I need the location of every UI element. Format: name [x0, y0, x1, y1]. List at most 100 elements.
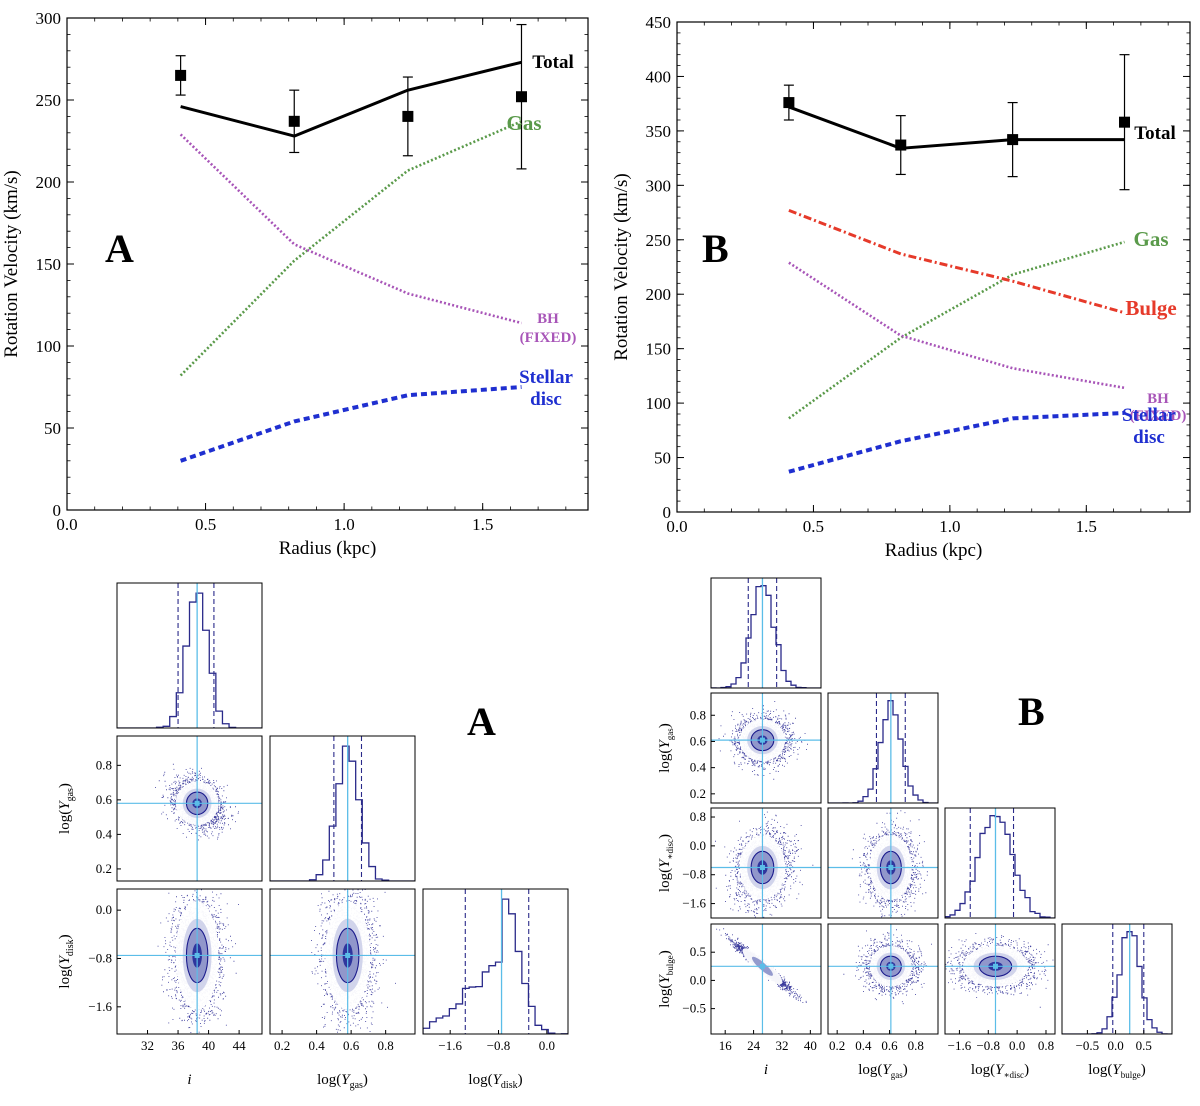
y-tick-label: 0.0 — [96, 902, 112, 917]
histogram-steps — [270, 745, 415, 881]
series-label: BH — [537, 311, 559, 327]
density-panel: 0.2 0.4 0.6 0.8 — [690, 692, 822, 804]
histogram-steps — [423, 898, 568, 1034]
y-axis-label: log(Ygas) — [57, 783, 76, 834]
y-tick-label: 300 — [646, 176, 672, 195]
y-tick-label: 0.2 — [690, 786, 706, 801]
series-line-bulge — [788, 208, 1125, 315]
x-tick-label: 40 — [804, 1038, 817, 1053]
x-tick-label: 1.5 — [472, 515, 493, 534]
data-point — [515, 91, 527, 103]
panel-content — [828, 924, 938, 1034]
y-axis-label: Rotation Velocity (km/s) — [1, 170, 22, 358]
x-tick-label: 32 — [141, 1038, 154, 1053]
y-tick-label: 100 — [646, 394, 672, 413]
x-tick-label: 1.0 — [334, 515, 355, 534]
y-tick-label: 150 — [646, 340, 672, 359]
y-tick-label: 50 — [44, 419, 61, 438]
x-tick-label: 16 — [719, 1038, 733, 1053]
y-tick-label: 350 — [646, 122, 672, 141]
panel-frame — [422, 888, 569, 1035]
series-label: Stellar — [519, 367, 573, 388]
series-line-gas — [788, 240, 1125, 420]
series-line-stellar-disc — [788, 410, 1125, 474]
y-tick-label: 0.5 — [690, 944, 706, 959]
x-tick-label: −0.8 — [487, 1038, 511, 1053]
series-label: BH — [1147, 391, 1169, 407]
data-point — [1007, 134, 1019, 146]
panel-frame — [944, 923, 1056, 1035]
y-tick-label: 0 — [53, 501, 62, 520]
histogram-steps — [117, 592, 262, 728]
panel-content — [711, 578, 821, 688]
x-tick-label: −1.6 — [438, 1038, 462, 1053]
x-axis-label: log(Ybulge) — [1088, 1062, 1146, 1080]
y-tick-label: 50 — [654, 449, 671, 468]
truth-marker — [759, 737, 765, 743]
x-tick-label: 0.0 — [539, 1038, 555, 1053]
panel-content — [117, 736, 262, 881]
series-line-bh-fixed- — [788, 261, 1125, 390]
y-tick-label: 450 — [646, 13, 672, 32]
y-tick-label: 0.6 — [96, 792, 113, 807]
histogram-panel — [116, 582, 263, 729]
panel-content — [1062, 924, 1172, 1034]
y-tick-label: 300 — [36, 9, 62, 28]
panel-frame — [1061, 923, 1173, 1035]
y-tick-label: −0.5 — [682, 1001, 706, 1016]
corner-panel-letter-a: A — [467, 699, 496, 744]
x-tick-label: 0.0 — [56, 515, 77, 534]
x-tick-label: 40 — [202, 1038, 215, 1053]
histogram-panel: −0.5 0.0 0.5 — [1061, 923, 1173, 1053]
density-panel: 0.2 0.4 0.6 0.8 — [96, 735, 263, 882]
y-tick-label: 400 — [646, 67, 672, 86]
panel-frame — [116, 888, 263, 1035]
y-axis-label: log(Ydisk) — [57, 934, 76, 988]
x-tick-label: 1.5 — [1076, 517, 1097, 536]
y-tick-label: 0.8 — [690, 809, 706, 824]
panel-content — [828, 693, 938, 803]
data-point — [895, 139, 907, 151]
truth-marker — [194, 800, 200, 806]
panel-frame — [710, 923, 822, 1035]
truth-marker — [345, 952, 351, 958]
series-line-total — [788, 105, 1125, 150]
x-tick-label: 44 — [233, 1038, 247, 1053]
series-line-total — [180, 60, 522, 138]
x-tick-label: −0.5 — [1076, 1038, 1100, 1053]
y-tick-label: 100 — [36, 337, 62, 356]
panel-frame — [116, 582, 263, 729]
y-axis-label: Rotation Velocity (km/s) — [611, 173, 632, 361]
y-tick-label: −0.8 — [88, 950, 112, 965]
panel-frame — [269, 888, 416, 1035]
y-tick-label: 200 — [646, 285, 672, 304]
panel-letter-a: A — [105, 226, 134, 271]
panel-content — [711, 693, 821, 803]
y-tick-label: 0.6 — [690, 733, 707, 748]
histogram-panel — [827, 692, 939, 804]
histogram-steps — [711, 585, 821, 688]
x-axis-label: log(Y∗disc) — [971, 1062, 1029, 1080]
y-tick-label: 250 — [36, 91, 62, 110]
panel-frame — [827, 923, 939, 1035]
panel-content — [270, 736, 415, 881]
series-label: Total — [1134, 123, 1176, 144]
y-tick-label: −1.6 — [682, 896, 706, 911]
series-label: Bulge — [1125, 296, 1176, 320]
series-label: Stellar — [1122, 405, 1176, 426]
series-label: disc — [530, 389, 562, 410]
x-tick-label: 0.4 — [855, 1038, 872, 1053]
panel-content — [945, 924, 1055, 1034]
series-line-bh-fixed- — [179, 133, 522, 325]
histogram-panel — [944, 807, 1056, 919]
x-tick-label: 0.5 — [1136, 1038, 1152, 1053]
series-label: (FIXED) — [1130, 408, 1187, 424]
truth-marker — [759, 865, 765, 871]
rotation-curve-panel-a: 0.0 0.5 1.0 1.5 0 50 100 150 200 250 300 Radius (kp… — [1, 9, 589, 559]
x-tick-label: 0.6 — [881, 1038, 898, 1053]
density-panel — [827, 807, 939, 919]
x-tick-label: 0.0 — [1107, 1038, 1123, 1053]
panel-content — [945, 808, 1055, 918]
data-point — [402, 110, 414, 122]
y-tick-label: 0.0 — [690, 972, 706, 987]
